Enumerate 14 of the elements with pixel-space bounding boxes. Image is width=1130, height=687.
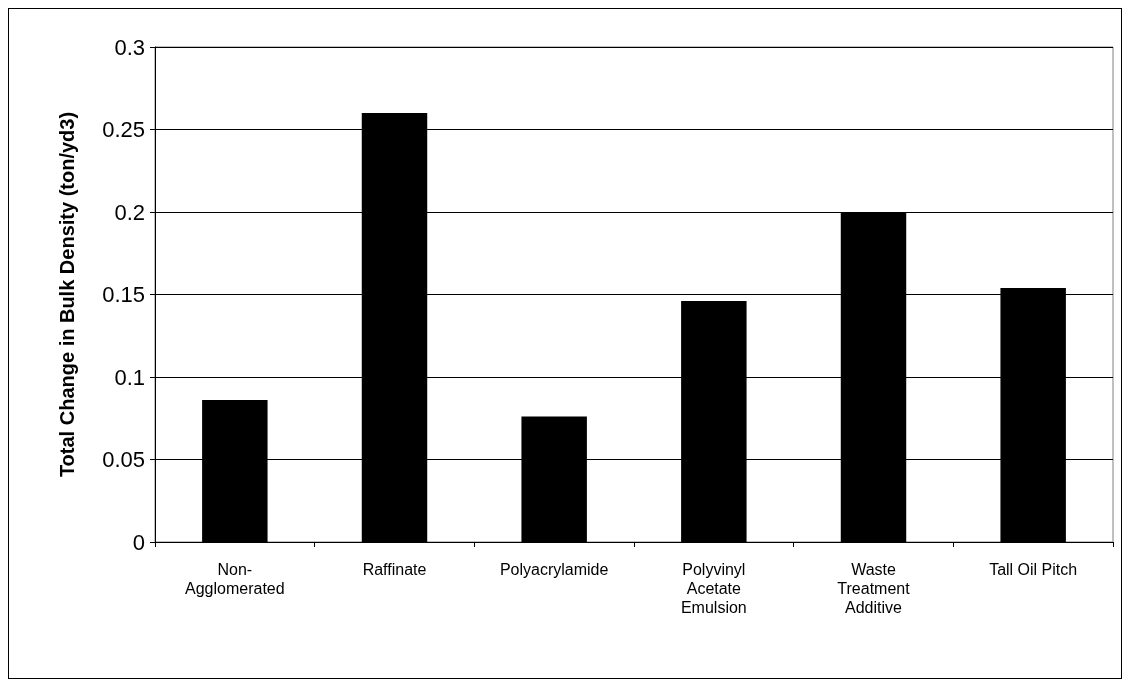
x-tick-label: Raffinate — [362, 561, 427, 578]
y-tick-label: 0.05 — [102, 447, 145, 472]
x-tick-label: Non-Agglomerated — [185, 561, 285, 597]
y-tick-label: 0.25 — [102, 117, 145, 142]
y-tick-label: 0.3 — [114, 34, 145, 60]
y-tick-label: 0.2 — [114, 199, 145, 225]
y-tick-label: 0.1 — [114, 364, 145, 390]
y-tick-label: 0.15 — [102, 282, 145, 307]
x-tick-label: Tall Oil Pitch — [989, 561, 1078, 578]
y-axis-title: Total Change in Bulk Density (ton/yd3) — [56, 111, 78, 478]
x-tick-label: Polyacrylamide — [499, 561, 609, 578]
x-tick-label: Polyvinyl Acetate Emulsion — [680, 561, 747, 616]
y-tick-label: 0 — [132, 529, 145, 555]
x-tick-label: Waste Treatment Additive — [837, 561, 911, 616]
